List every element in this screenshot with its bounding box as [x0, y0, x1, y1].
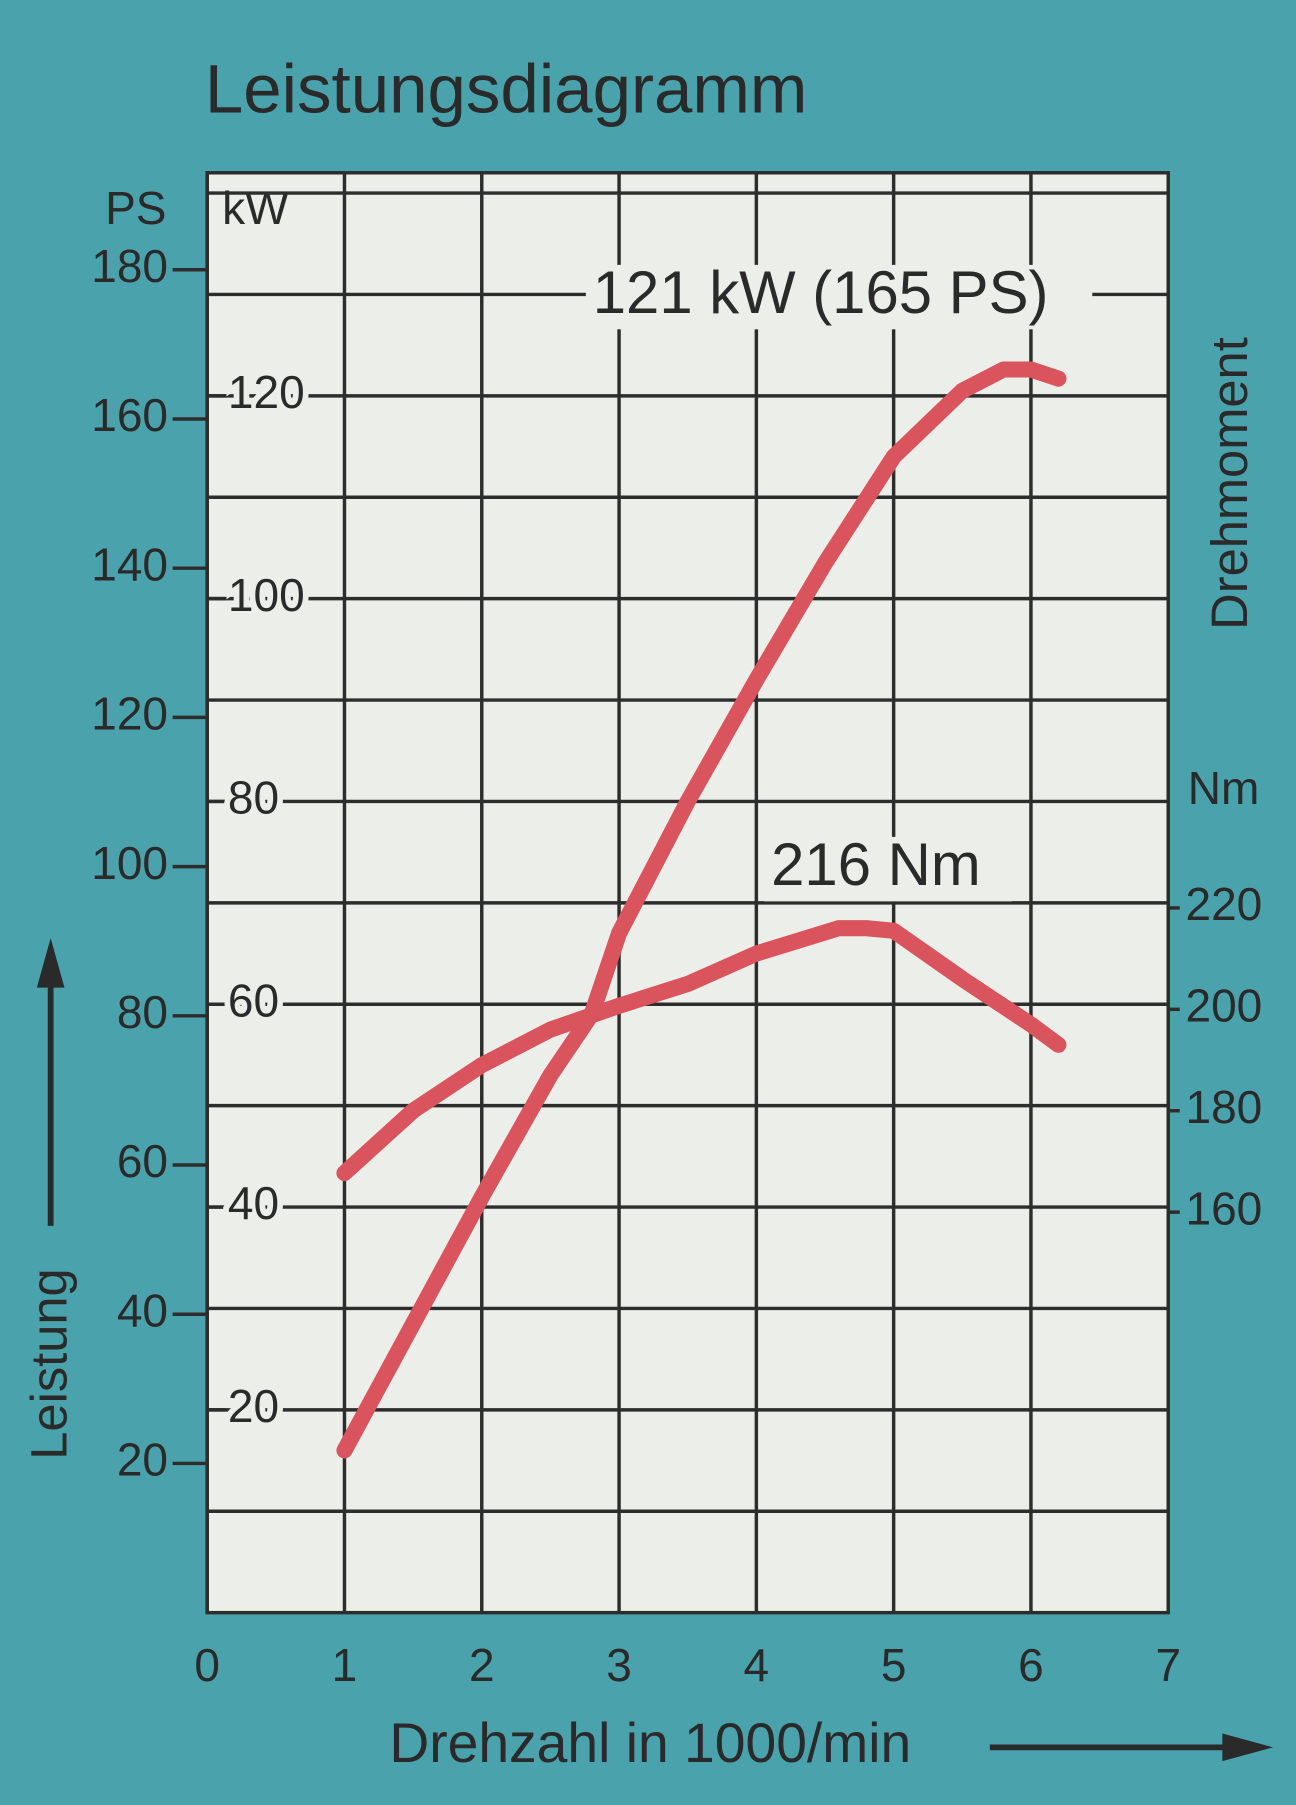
y2-tick-label: 200: [1186, 979, 1263, 1031]
annotation: 216 Nm: [771, 831, 981, 898]
ps-tick-label: 80: [117, 986, 168, 1038]
x-arrow: [989, 1733, 1273, 1762]
annotation-bg: [585, 264, 1093, 330]
x-axis-label: Drehzahl in 1000/min: [389, 1712, 911, 1774]
y2-tick-label: 160: [1186, 1182, 1263, 1234]
ps-tick-label: 120: [91, 688, 168, 740]
x-tick-label: 5: [881, 1639, 907, 1691]
x-tick-label: 7: [1155, 1639, 1181, 1691]
x-tick-label: 1: [332, 1639, 358, 1691]
ps-tick-label: 140: [91, 538, 168, 590]
nm-unit: Nm: [1188, 762, 1260, 814]
x-tick-label: 4: [744, 1639, 770, 1691]
x-tick-label: 3: [606, 1639, 632, 1691]
plot-border: [205, 171, 1170, 1615]
y2-tick-label: 180: [1186, 1081, 1263, 1133]
y-tick-label: 120: [228, 366, 305, 418]
chart-title: Leistungsdiagramm: [205, 50, 808, 128]
y-tick-label: 100: [228, 569, 305, 621]
x-tick-label: 0: [194, 1639, 220, 1691]
annotation-bg: [764, 836, 1012, 902]
y-tick-label: 20: [228, 1380, 279, 1432]
series-line: [336, 920, 1067, 1182]
y2-tick-label: 220: [1186, 878, 1263, 930]
ps-tick-label: 100: [91, 837, 168, 889]
x-tick-label: 6: [1018, 1639, 1044, 1691]
y-tick-label: 80: [228, 772, 279, 824]
y-axis-label: Leistung: [20, 1268, 77, 1459]
y-tick-label: 60: [228, 974, 279, 1026]
annotation: 121 kW (165 PS): [593, 259, 1049, 326]
plot-area: [207, 172, 1169, 1613]
ps-unit: PS: [105, 182, 166, 234]
kw-unit: kW: [222, 182, 289, 234]
ps-tick-label: 20: [117, 1434, 168, 1486]
y-arrow: [36, 938, 65, 1226]
y2-axis-label: Drehmoment: [1201, 337, 1258, 630]
series-line: [336, 361, 1067, 1459]
x-tick-label: 2: [469, 1639, 495, 1691]
y-tick-label: 40: [228, 1177, 279, 1229]
ps-tick-label: 60: [117, 1135, 168, 1187]
ps-tick-label: 160: [91, 389, 168, 441]
ps-tick-label: 40: [117, 1284, 168, 1336]
ps-tick-label: 180: [91, 240, 168, 292]
